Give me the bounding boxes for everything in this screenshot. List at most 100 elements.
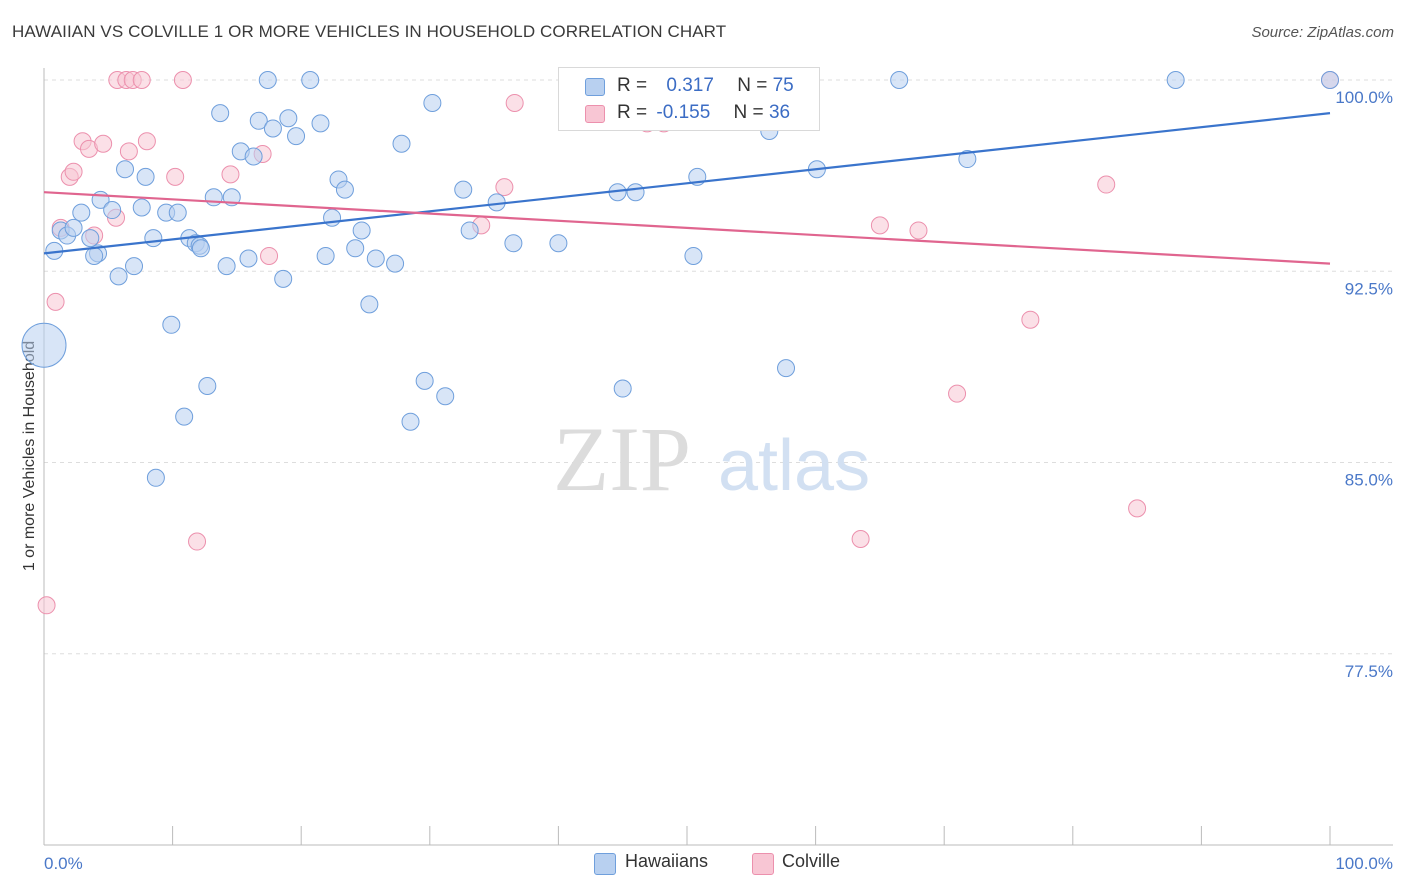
colville-point [1021, 310, 1040, 329]
hawaiians-point [1321, 71, 1339, 89]
hawaiians-point [346, 239, 365, 258]
hawaiians-point [454, 180, 473, 199]
bottom-legend-hawaiians-swatch [594, 853, 616, 875]
grid-lines [44, 79, 1393, 655]
hawaiians-swatch [585, 78, 605, 96]
hawaiians-point [263, 119, 282, 138]
hawaiians-n-value: 75 [772, 75, 794, 96]
hawaiians-point [274, 269, 293, 288]
hawaiians-point [175, 407, 194, 426]
hawaiians-stats: R = 0.317 N = 75 [617, 75, 794, 99]
trend-lines [43, 112, 1331, 265]
colville-point [909, 221, 928, 240]
colville-point [188, 532, 207, 551]
x-tick-label: 0.0% [44, 854, 83, 873]
hawaiians-point [168, 203, 187, 222]
hawaiians-point [144, 229, 163, 248]
hawaiians-point [386, 254, 405, 273]
hawaiians-point [72, 203, 91, 222]
x-axis-ticks [43, 826, 1331, 845]
hawaiians-points [21, 71, 1339, 487]
hawaiians-point [136, 167, 155, 186]
hawaiians-point [360, 295, 379, 314]
colville-point [505, 93, 524, 112]
hawaiians-point [392, 134, 411, 153]
colville-point [260, 246, 279, 265]
hawaiians-point [198, 377, 217, 395]
hawaiians-point [423, 93, 442, 112]
axes [43, 68, 1393, 846]
colville-point [132, 71, 151, 89]
colville-point [1097, 175, 1116, 194]
colville-point [94, 134, 113, 153]
hawaiians-point [116, 160, 135, 179]
hawaiians-point [146, 468, 165, 487]
hawaiians-point [352, 221, 371, 240]
hawaiians-point [249, 111, 268, 130]
hawaiians-point [460, 221, 479, 240]
correlation-legend: R = 0.317 N = 75 R = -0.155 N = 36 [558, 67, 820, 131]
bottom-legend-hawaiians: Hawaiians [625, 851, 709, 871]
colville-r-label: R = [617, 102, 648, 123]
colville-point [870, 216, 889, 235]
colville-n-value: 36 [768, 102, 791, 123]
zipatlas-watermark: ZIP atlas [553, 408, 870, 510]
hawaiians-point [162, 315, 181, 334]
hawaiians-point [335, 180, 354, 199]
hawaiians-point [21, 322, 67, 368]
colville-point [173, 71, 192, 89]
x-tick-labels: 0.0% 100.0% [44, 854, 1393, 873]
colville-n-label: N = [733, 102, 764, 123]
hawaiians-point [301, 71, 320, 89]
y-tick-label: 92.5% [1345, 279, 1393, 298]
colville-point [1128, 499, 1147, 518]
hawaiians-point [132, 198, 151, 217]
hawaiians-point [436, 387, 455, 406]
hawaiians-point [311, 114, 330, 133]
watermark-zip: ZIP [553, 408, 691, 510]
y-tick-label: 100.0% [1335, 88, 1393, 107]
hawaiians-point [415, 371, 434, 390]
hawaiians-point [191, 239, 210, 258]
colville-point [119, 142, 138, 161]
hawaiians-trend-line [43, 112, 1331, 255]
hawaiians-point [125, 257, 144, 276]
hawaiians-point [1166, 71, 1185, 89]
hawaiians-point [316, 246, 335, 265]
hawaiians-point [64, 218, 83, 237]
hawaiians-point [777, 359, 796, 378]
colville-point [46, 292, 65, 311]
hawaiians-point [211, 104, 230, 123]
colville-stats: R = -0.155 N = 36 [617, 102, 790, 126]
hawaiians-point [626, 183, 645, 202]
hawaiians-r-label: R = [617, 75, 648, 96]
hawaiians-point [504, 234, 523, 253]
colville-point [137, 132, 156, 151]
hawaiians-point [204, 188, 223, 207]
colville-swatch [585, 105, 605, 123]
hawaiians-point [239, 249, 258, 268]
y-axis-label: 1 or more Vehicles in Household [21, 341, 38, 571]
bottom-legend-colville-swatch [752, 853, 774, 875]
colville-r-value: -0.155 [656, 102, 711, 123]
hawaiians-point [366, 249, 385, 268]
hawaiians-point [103, 201, 122, 220]
hawaiians-point [287, 127, 306, 146]
hawaiians-point [613, 379, 632, 398]
y-tick-label: 85.0% [1345, 471, 1393, 490]
hawaiians-n-label: N = [737, 75, 768, 96]
colville-point [37, 596, 56, 615]
watermark-atlas: atlas [718, 426, 870, 506]
x-tick-label: 100.0% [1335, 854, 1393, 873]
hawaiians-point [217, 257, 236, 276]
y-tick-labels: 100.0% 92.5% 85.0% 77.5% [1335, 88, 1393, 681]
hawaiians-point [684, 246, 703, 265]
colville-trend-line [43, 191, 1331, 265]
colville-point [495, 178, 514, 197]
hawaiians-point [549, 234, 568, 253]
hawaiians-point [81, 229, 100, 248]
hawaiians-point [279, 109, 298, 128]
hawaiians-point [890, 71, 909, 89]
hawaiians-point [258, 71, 277, 89]
